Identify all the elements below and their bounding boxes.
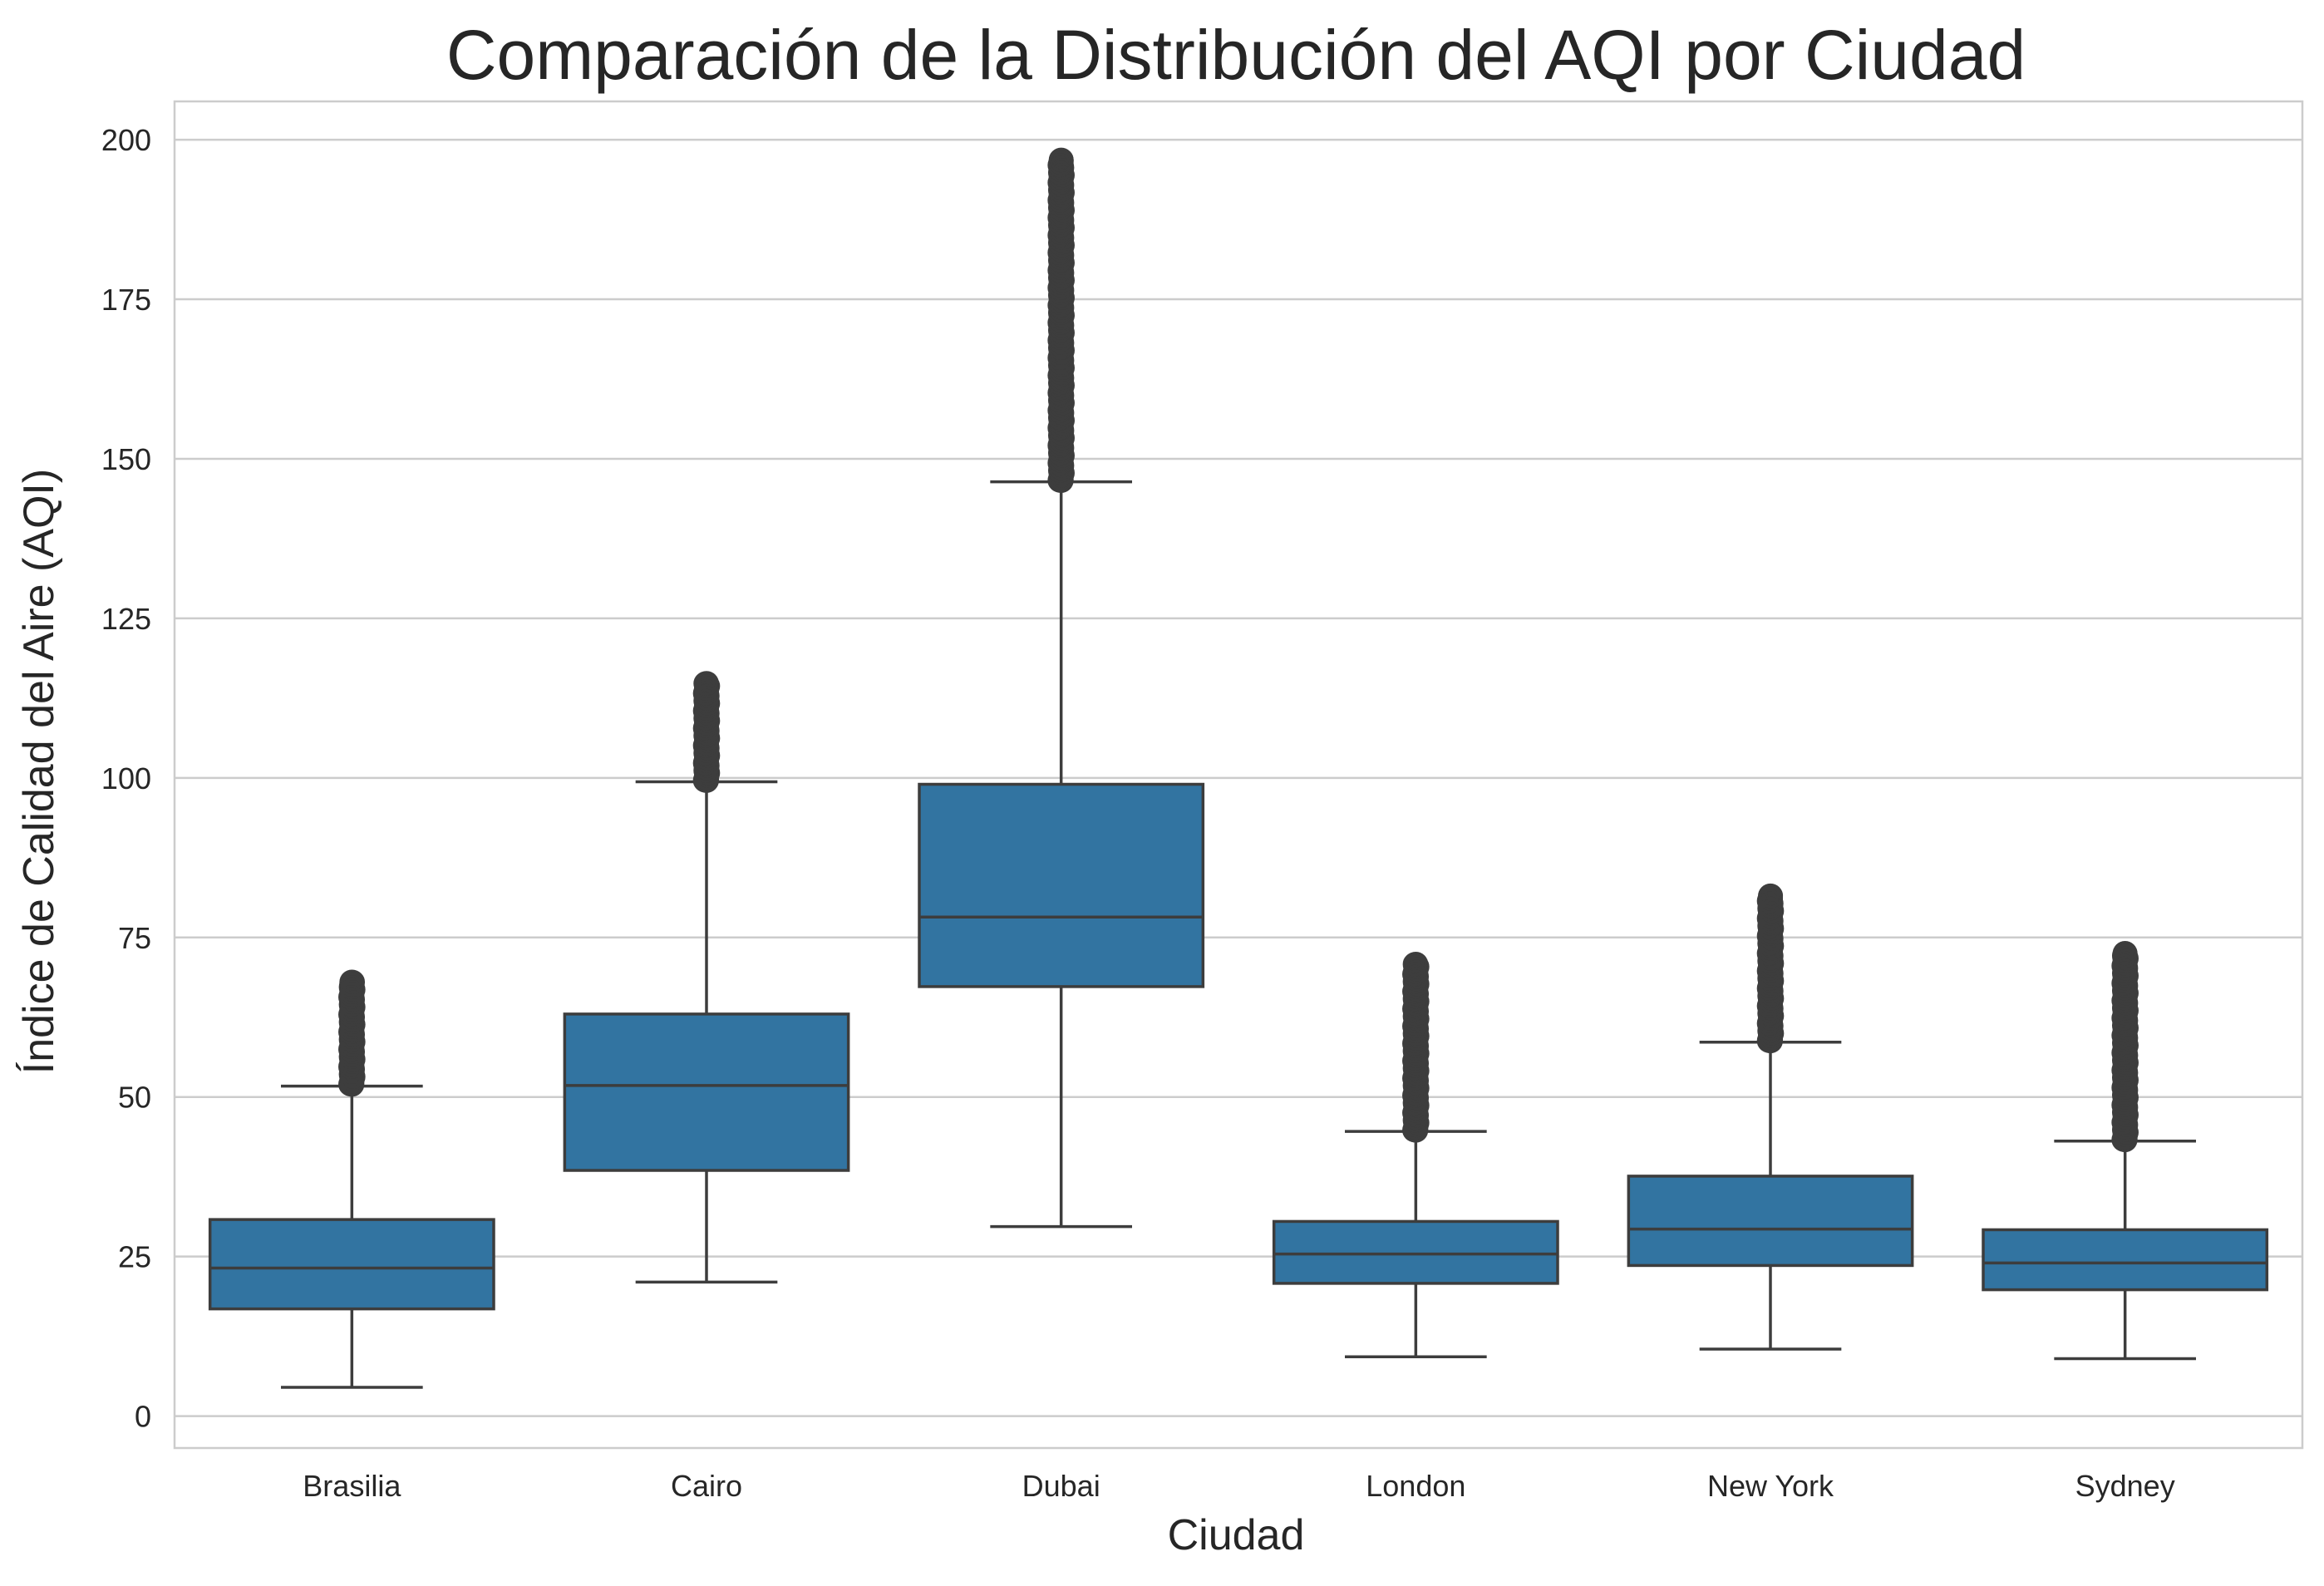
outlier-point	[2113, 941, 2138, 966]
box	[208, 1218, 495, 1311]
x-tick-label: Sydney	[2075, 1469, 2175, 1503]
y-axis-label: Índice de Calidad del Aire (AQI)	[15, 469, 63, 1074]
box-group	[563, 671, 850, 1284]
box	[1982, 1228, 2269, 1292]
y-tick-label: 125	[101, 602, 151, 636]
x-tick-label: Dubai	[1022, 1469, 1100, 1503]
box	[918, 782, 1205, 988]
box-group	[918, 147, 1205, 1229]
x-axis-ticks: Brasilia Cairo Dubai London New York Sydney	[303, 1469, 2174, 1503]
outlier-point	[1049, 148, 1074, 173]
outlier-point	[696, 673, 721, 698]
x-tick-label: London	[1366, 1469, 1465, 1503]
outlier-point	[693, 671, 718, 696]
box	[1272, 1219, 1559, 1285]
outlier-point	[1759, 884, 1784, 909]
box-group	[1272, 952, 1559, 1358]
outlier-point	[1402, 952, 1427, 977]
y-tick-label: 150	[101, 442, 151, 476]
y-tick-label: 175	[101, 283, 151, 317]
x-tick-label: New York	[1707, 1469, 1834, 1503]
box-group	[1627, 883, 1914, 1351]
outlier-point	[1405, 954, 1430, 979]
outlier-point	[341, 970, 366, 995]
x-axis-label: Ciudad	[1168, 1511, 1305, 1559]
plot-frame	[173, 100, 2304, 1450]
box-group	[208, 969, 495, 1389]
y-tick-label: 50	[118, 1081, 151, 1115]
y-tick-label: 100	[101, 761, 151, 795]
plot-area	[208, 147, 2269, 1389]
box	[1627, 1175, 1914, 1268]
grid	[175, 138, 2302, 1417]
box-group	[1982, 940, 2269, 1361]
y-tick-label: 25	[118, 1240, 151, 1274]
y-tick-label: 0	[135, 1400, 151, 1434]
y-tick-label: 200	[101, 123, 151, 157]
y-tick-label: 75	[118, 921, 151, 955]
chart-title: Comparación de la Distribución del AQI p…	[446, 16, 2026, 94]
box	[563, 1012, 850, 1172]
x-tick-label: Cairo	[671, 1469, 742, 1503]
x-tick-label: Brasilia	[303, 1469, 401, 1503]
y-axis-ticks: 0 25 50 75 100 125 150 175 200	[101, 123, 151, 1434]
